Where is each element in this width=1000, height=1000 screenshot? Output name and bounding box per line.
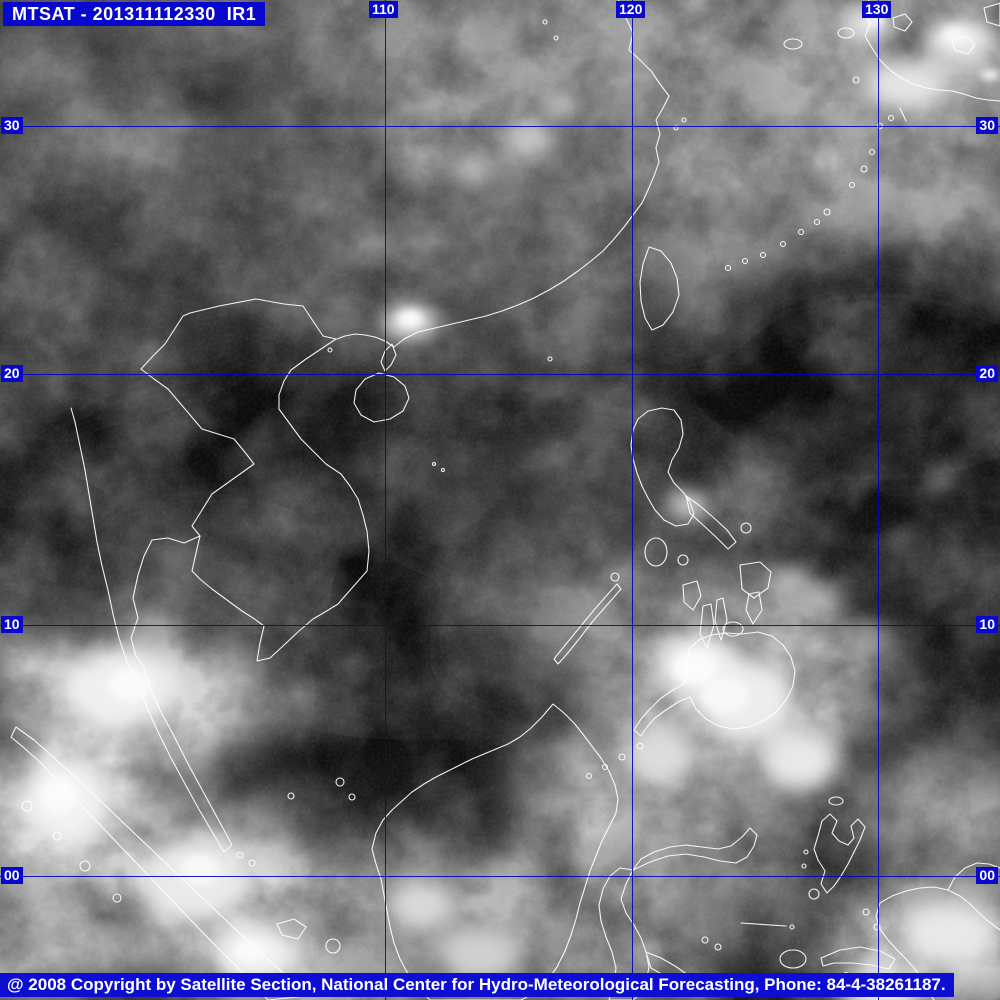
coastline-kyushu	[863, 0, 1000, 102]
lat-label-right-20: 20	[976, 365, 998, 382]
grid-line-lon-110	[385, 0, 386, 1000]
grid-line-lon-120	[632, 0, 633, 1000]
lon-label-130: 130	[862, 1, 892, 18]
lat-label-left-20: 20	[1, 365, 23, 382]
coastline-malay-peninsula	[70, 407, 233, 853]
coastline-taiwan	[639, 246, 680, 331]
lon-label-120: 120	[616, 1, 646, 18]
lon-label-110: 110	[369, 1, 398, 18]
copyright-bar: @ 2008 Copyright by Satellite Section, N…	[0, 973, 954, 997]
coastline-palawan	[553, 583, 622, 665]
coastline-mindanao	[633, 631, 796, 737]
coastline-sulawesi-body	[598, 867, 650, 1000]
coastline-indochina	[140, 298, 370, 662]
grid-line-lat-20	[0, 374, 1000, 375]
lat-label-left-30: 30	[1, 117, 23, 134]
coastline-china	[336, 0, 670, 348]
grid-line-lat-10	[0, 625, 1000, 626]
coastline-bicol	[685, 495, 737, 550]
grid-line-lon-130	[878, 0, 879, 1000]
coastline-sulawesi-arm	[632, 827, 758, 871]
lat-label-left-00: 00	[1, 867, 23, 884]
lat-label-left-10: 10	[1, 616, 23, 633]
coastline-halmahera	[813, 813, 866, 894]
image-title-overlay: MTSAT - 201311112330 IR1	[3, 2, 266, 26]
grid-line-lat-00	[0, 876, 1000, 877]
grid-line-lat-30	[0, 126, 1000, 127]
lat-label-right-30: 30	[976, 117, 998, 134]
lat-label-right-10: 10	[976, 616, 998, 633]
lat-label-right-00: 00	[976, 867, 998, 884]
